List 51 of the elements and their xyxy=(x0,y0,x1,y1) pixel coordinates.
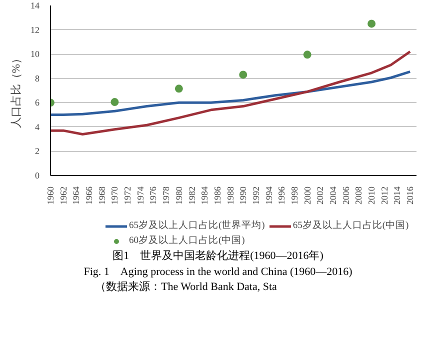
point xyxy=(174,84,183,93)
x-tick-label: 1986 xyxy=(212,186,222,204)
line-series xyxy=(50,70,412,116)
x-tick-label: 1980 xyxy=(174,186,184,204)
x-tick-label: 1994 xyxy=(264,186,274,204)
y-tick-label: 14 xyxy=(30,0,40,10)
y-tick-label: 8 xyxy=(35,73,40,84)
y-tick-label: 2 xyxy=(35,146,40,156)
point xyxy=(110,98,119,106)
legend-label: 65岁及以上人口占比(中国) xyxy=(292,219,409,232)
x-tick-label: 1974 xyxy=(135,186,146,204)
y-axis-title: 人口占比（%） xyxy=(10,52,22,128)
x-tick-label: 2006 xyxy=(340,186,351,204)
x-tick-label: 2016 xyxy=(405,186,416,204)
x-tick-label: 2002 xyxy=(315,186,326,204)
y-tick-label: 10 xyxy=(30,49,40,60)
y-tick-label: 6 xyxy=(35,98,40,108)
x-tick-label: 1968 xyxy=(96,186,107,204)
x-tick-label: 1960 xyxy=(46,186,56,204)
x-tick-label: 2008 xyxy=(354,186,364,204)
x-tick-label: 1992 xyxy=(250,186,261,204)
x-tick-label: 1982 xyxy=(186,186,197,204)
x-tick-label: 1970 xyxy=(110,186,120,204)
x-tick-label: 1962 xyxy=(58,186,68,204)
y-tick-label: 4 xyxy=(35,122,40,132)
x-tick-label: 1966 xyxy=(84,186,94,204)
x-tick-label: 1978 xyxy=(161,186,172,204)
x-tick-label: 2012 xyxy=(379,186,390,204)
y-tick-label: 0 xyxy=(35,170,40,180)
point xyxy=(368,20,376,28)
line-series xyxy=(50,50,412,136)
text: （数据来源：The World Bank Data, Sta xyxy=(95,280,277,296)
x-tick-label: 1972 xyxy=(122,186,133,204)
x-tick-label: 2000 xyxy=(302,186,312,204)
caption: 图1 世界及中国老龄化进程(1960—2016年) xyxy=(112,249,324,264)
x-tick-label: 1984 xyxy=(200,186,210,204)
y-tick-label: 12 xyxy=(30,24,40,35)
point xyxy=(239,70,248,79)
x-tick-label: 2014 xyxy=(392,186,402,204)
x-tick-label: 2004 xyxy=(328,186,338,204)
legend-label: 65岁及以上人口占比(世界平均) xyxy=(129,219,265,232)
x-tick-label: 1998 xyxy=(290,186,300,204)
x-tick-label: 1988 xyxy=(225,186,236,204)
x-tick-label: 1996 xyxy=(276,186,287,204)
point xyxy=(303,50,312,59)
x-tick-label: 1976 xyxy=(148,186,158,204)
x-tick-label: 1964 xyxy=(71,186,82,204)
caption: Fig. 1 Aging process in the world and China (1960—2016) xyxy=(84,264,352,280)
x-tick-label: 2010 xyxy=(366,186,377,204)
x-tick-label: 1990 xyxy=(238,186,248,204)
legend-label: 60岁及以上人口占比(中国) xyxy=(129,234,245,247)
